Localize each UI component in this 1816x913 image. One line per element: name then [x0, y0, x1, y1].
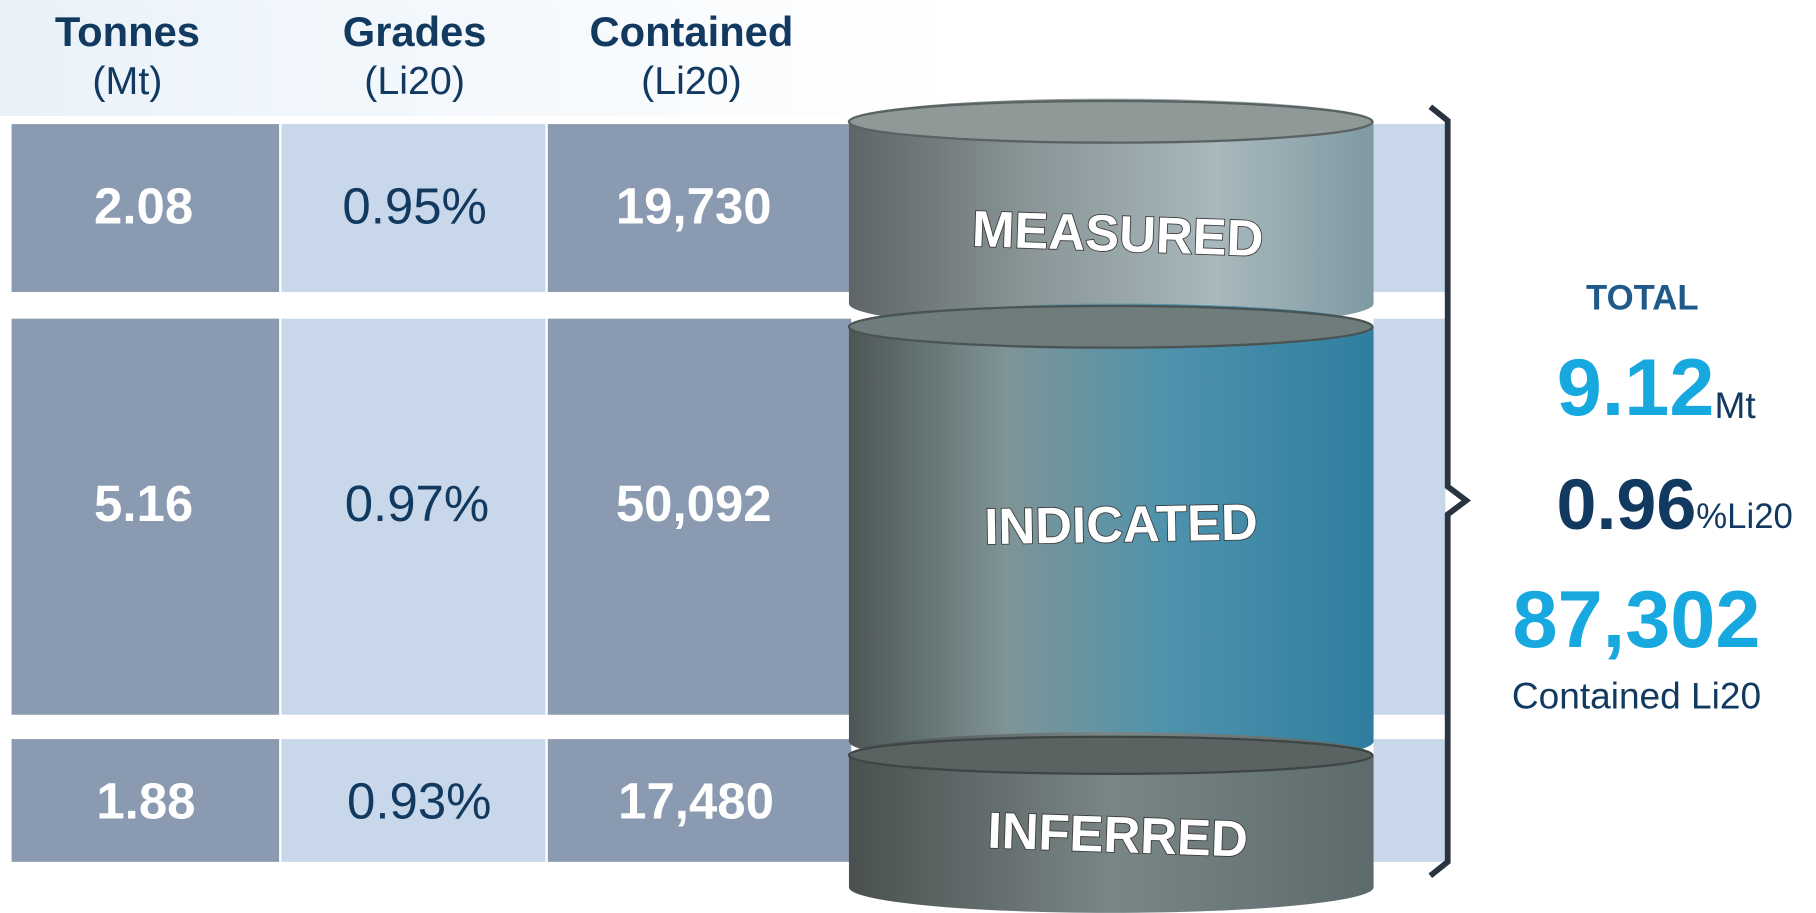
total-contained-unit: Contained Li20: [1512, 674, 1761, 716]
cell: 0.95%: [342, 177, 486, 234]
cell-bg: [1374, 319, 1446, 715]
total-tonnes: 9.12Mt: [1557, 343, 1757, 433]
column-unit: (Li20): [364, 59, 465, 103]
cylinder-label: INFERRED: [987, 802, 1249, 868]
column-title: Grades: [343, 8, 487, 55]
column-unit: (Li20): [641, 59, 742, 103]
total-contained: 87,302: [1513, 575, 1761, 665]
cell: 0.97%: [345, 475, 489, 532]
unit: %Li20: [1696, 498, 1793, 536]
cylinder-top: [849, 737, 1372, 774]
cylinder-top: [849, 101, 1372, 143]
column-title: Contained: [590, 8, 794, 55]
page: {"header": {"columns": [ {"title": "Tonn…: [0, 0, 1816, 913]
cell: 1.88: [96, 773, 195, 830]
cylinder-label: MEASURED: [971, 200, 1264, 267]
cell-bg: [1374, 739, 1446, 862]
core-cylinder: MEASURED INDICATED INFERRED: [849, 99, 1374, 913]
cell: 50,092: [616, 475, 772, 532]
value: 9.12: [1557, 343, 1715, 433]
total-title: TOTAL: [1586, 279, 1699, 317]
cell: 19,730: [616, 177, 772, 234]
cell: 0.93%: [347, 773, 491, 830]
total-grade: 0.96%Li20: [1557, 465, 1793, 545]
column-unit: (Mt): [92, 59, 162, 103]
unit: Mt: [1714, 384, 1756, 426]
cell-bg: [1374, 124, 1446, 292]
column-title: Tonnes: [55, 8, 200, 55]
cell: 5.16: [94, 475, 193, 532]
totals: TOTAL 9.12Mt 0.96%Li20 87,302 Contained …: [1512, 279, 1793, 716]
value: 0.96: [1557, 465, 1697, 545]
cell: 2.08: [94, 177, 193, 234]
cell: 17,480: [618, 773, 774, 830]
infographic: Tonnes (Mt) Grades (Li20) Contained (Li2…: [0, 0, 1816, 913]
cylinder-top: [849, 306, 1372, 348]
cylinder-label: INDICATED: [984, 493, 1259, 555]
